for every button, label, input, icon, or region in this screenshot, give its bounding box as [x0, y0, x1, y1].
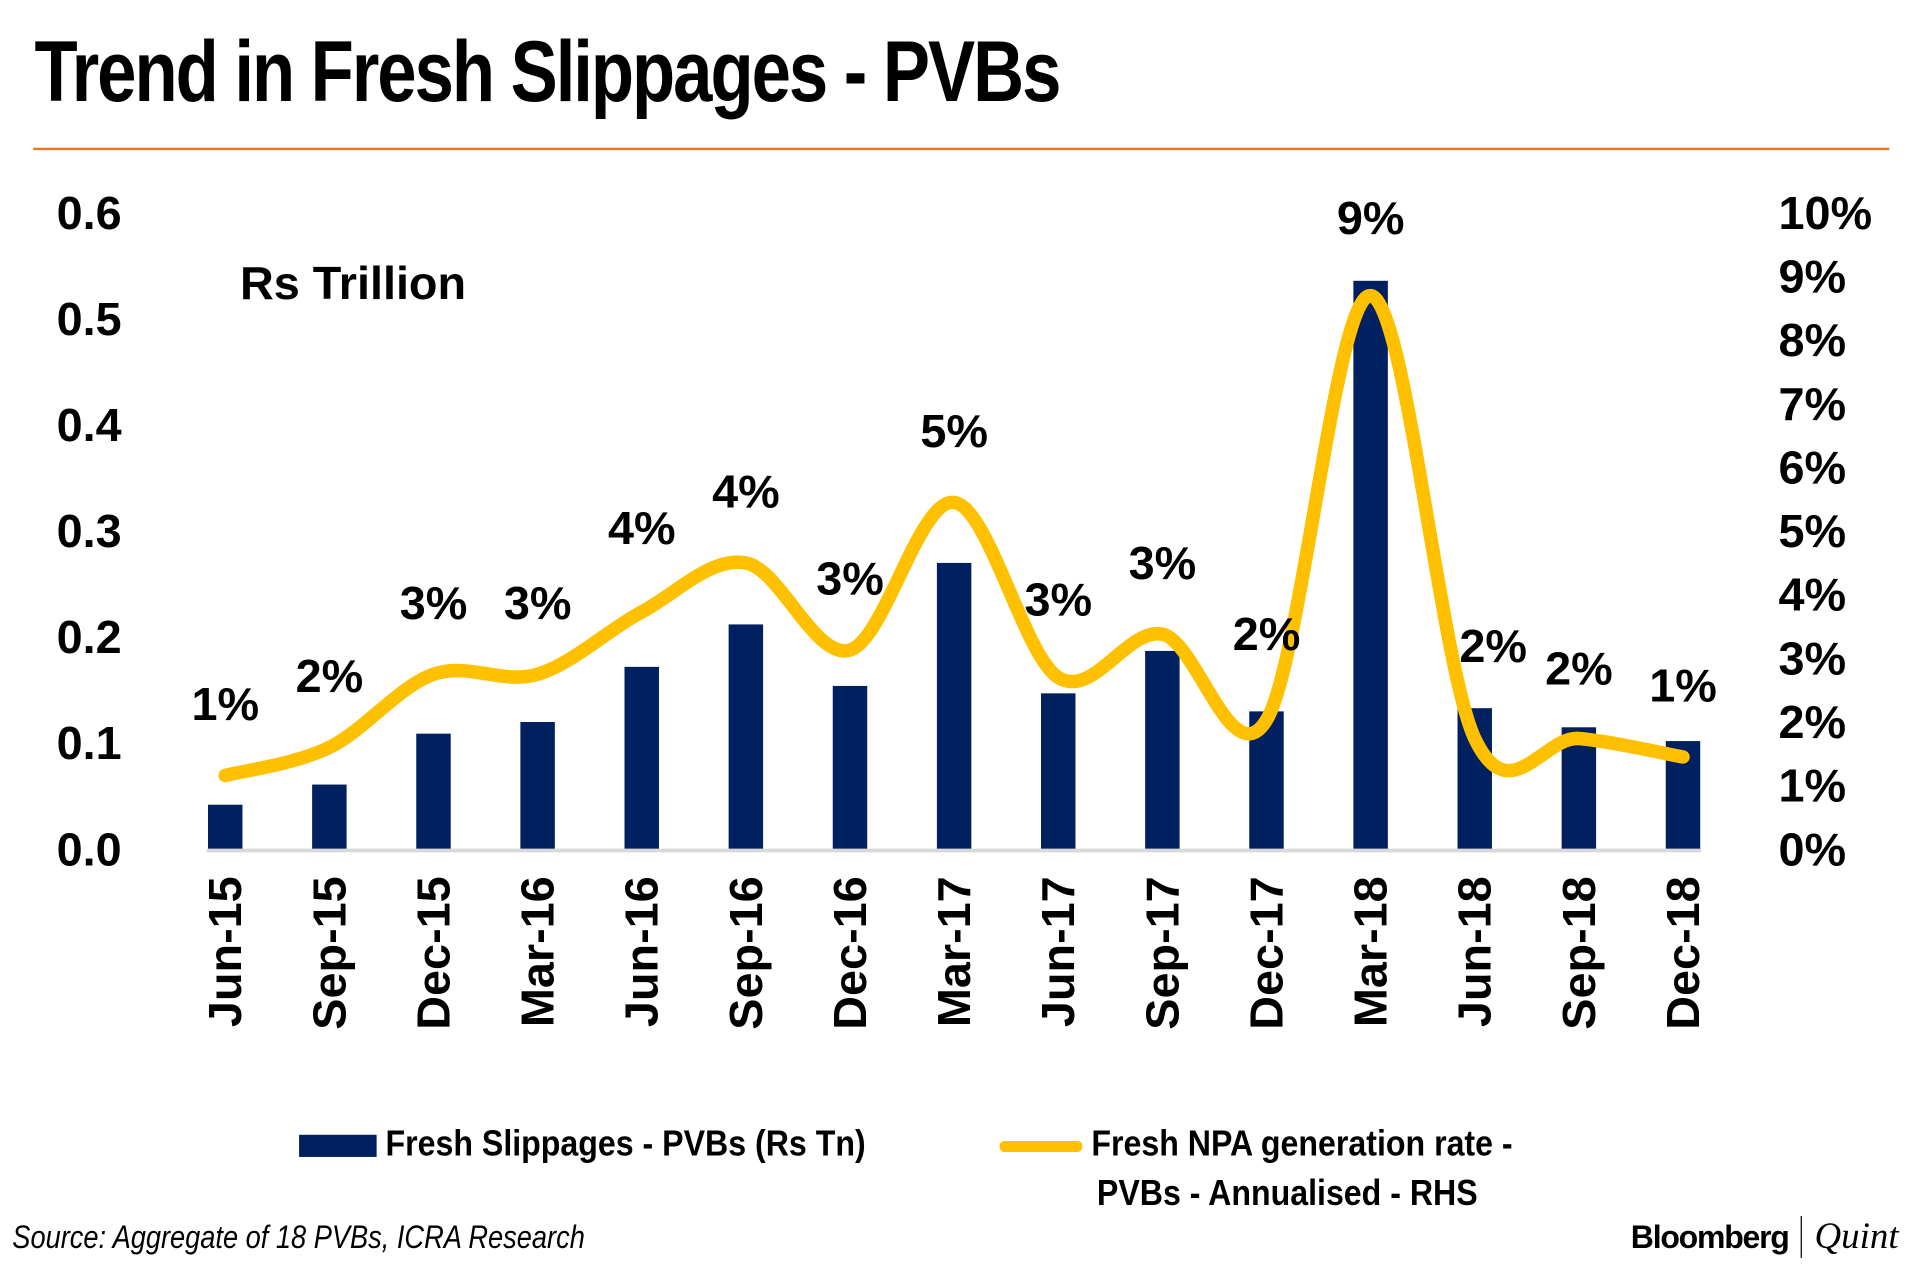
right-axis-tick-label: 4%: [1779, 569, 1847, 621]
legend-label-line-1: Fresh NPA generation rate -: [1091, 1124, 1513, 1165]
right-axis-tick-label: 1%: [1779, 760, 1847, 812]
data-label: 3%: [400, 577, 468, 629]
data-label: 3%: [1129, 537, 1197, 589]
left-axis-tick-label: 0.0: [57, 823, 122, 875]
right-axis-tick-label: 8%: [1779, 314, 1847, 366]
x-axis-tick-label: Jun-16: [616, 876, 668, 1027]
x-axis-tick-label: Mar-16: [512, 876, 564, 1027]
bar: [1145, 650, 1180, 850]
data-label: 5%: [920, 405, 988, 457]
left-axis-tick-label: 0.3: [57, 505, 122, 557]
plot-area: 0.0 0.1 0.2 0.3 0.4 0.5 0.6 0% 1% 2% 3% 4% 5% 6% 7% 8% 9…: [57, 187, 1873, 1030]
x-axis-tick-label: Dec-18: [1657, 876, 1709, 1029]
right-axis-tick-label: 9%: [1779, 251, 1847, 303]
bar: [832, 685, 868, 850]
logo-quint: Quint: [1814, 1216, 1899, 1257]
left-axis-tick-label: 0.5: [57, 293, 122, 345]
x-axis-tick-label: Mar-17: [928, 876, 980, 1027]
logo-bloomberg: Bloomberg: [1630, 1217, 1790, 1255]
x-axis-tick-label: Sep-15: [303, 876, 355, 1029]
data-label: 3%: [504, 577, 572, 629]
right-axis-tick-label: 5%: [1779, 505, 1847, 557]
logo-divider: [1800, 1216, 1803, 1258]
x-axis-tick-label: Mar-18: [1345, 876, 1397, 1027]
bar: [416, 733, 451, 850]
data-label: 4%: [608, 502, 676, 554]
right-axis-tick-label: 7%: [1779, 378, 1847, 430]
legend-swatch-bar: [299, 1135, 377, 1158]
bar: [1041, 693, 1076, 850]
left-axis-tick-label: 0.2: [57, 611, 122, 663]
data-label: 2%: [1233, 608, 1301, 660]
x-axis-tick-label: Jun-18: [1449, 876, 1501, 1027]
data-label: 2%: [296, 650, 364, 702]
data-label: 4%: [712, 466, 780, 518]
chart-title: Trend in Fresh Slippages - PVBs: [34, 23, 1061, 120]
title-divider: [33, 147, 1890, 151]
data-label: 1%: [1649, 660, 1717, 712]
line-series: [218, 288, 1690, 783]
left-axis-tick-label: 0.1: [57, 717, 122, 769]
legend-item-line: Fresh NPA generation rate - PVBs - Annua…: [999, 1120, 1513, 1218]
logo: Bloomberg Quint: [1631, 1216, 1899, 1258]
left-axis-unit-label: Rs Trillion: [240, 257, 466, 309]
x-axis-tick-label: Sep-16: [720, 876, 772, 1029]
x-axis-tick-label: Sep-17: [1136, 876, 1188, 1029]
source-note: Source: Aggregate of 18 PVBs, ICRA Resea…: [12, 1218, 585, 1256]
x-axis-tick-label: Jun-15: [199, 876, 251, 1027]
bar: [936, 562, 972, 850]
x-axis-tick-label: Jun-17: [1032, 876, 1084, 1027]
bar: [520, 721, 555, 850]
data-label: 9%: [1337, 192, 1405, 244]
data-label: 3%: [816, 553, 884, 605]
left-axis-tick-label: 0.6: [57, 187, 122, 239]
data-label: 3%: [1024, 573, 1092, 625]
legend-label-bars: Fresh Slippages - PVBs (Rs Tn): [385, 1124, 866, 1165]
bar: [1561, 727, 1597, 850]
right-axis-tick-label: 10%: [1779, 187, 1873, 239]
right-axis-tick-label: 6%: [1779, 441, 1847, 493]
data-label: 2%: [1545, 642, 1613, 694]
legend-swatch-line: [999, 1140, 1083, 1152]
x-axis-tick-label: Dec-16: [824, 876, 876, 1029]
x-axis-tick-label: Dec-17: [1240, 876, 1292, 1029]
legend-label-line-2: PVBs - Annualised - RHS: [1096, 1174, 1478, 1214]
right-axis-tick-label: 3%: [1779, 632, 1847, 684]
bar: [1353, 280, 1388, 850]
bar: [728, 624, 764, 850]
left-axis-tick-label: 0.4: [57, 399, 122, 451]
right-axis-tick-label: 0%: [1779, 823, 1847, 875]
x-axis-tick-label: Dec-15: [407, 876, 459, 1029]
legend-item-bars: Fresh Slippages - PVBs (Rs Tn): [299, 1120, 866, 1169]
bar: [208, 804, 243, 850]
bar: [312, 784, 347, 850]
data-label: 1%: [191, 678, 259, 730]
right-axis-tick-label: 2%: [1779, 696, 1847, 748]
data-label: 2%: [1459, 620, 1527, 672]
x-axis-tick-label: Sep-18: [1553, 876, 1605, 1029]
bar: [624, 666, 659, 850]
